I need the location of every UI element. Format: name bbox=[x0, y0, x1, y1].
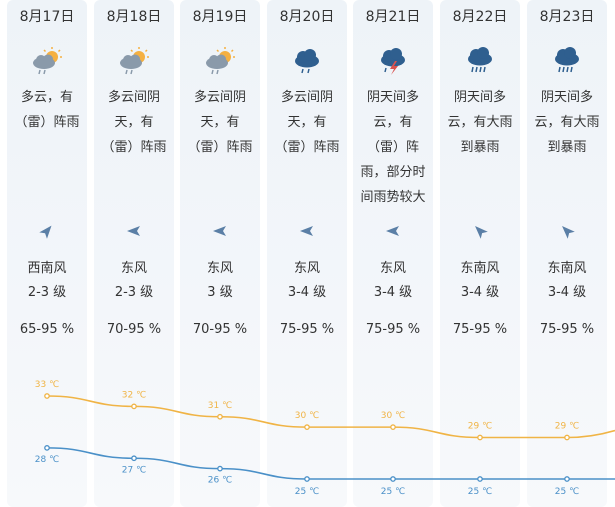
humidity: 75-95 % bbox=[539, 322, 595, 337]
humidity: 75-95 % bbox=[279, 322, 335, 337]
wind-level: 3 级 bbox=[207, 285, 233, 300]
humidity: 70-95 % bbox=[106, 322, 162, 337]
weather-description: 阴天间多云，有 （雷）阵雨，部分时间雨势较大 bbox=[353, 85, 433, 210]
partly-cloudy-rain-icon bbox=[94, 46, 174, 78]
day-column: 8月22日 阴天间多云，有大雨到暴雨 东南风 3-4 级 75-95 % bbox=[440, 0, 520, 507]
wind-level: 3-4 级 bbox=[547, 285, 587, 300]
wind-level: 2-3 级 bbox=[114, 285, 154, 300]
description-line: 间雨势较大 bbox=[360, 190, 426, 205]
description-line: 多云间阴 bbox=[193, 90, 246, 105]
wind-arrow-icon bbox=[527, 222, 607, 240]
wind-level: 3-4 级 bbox=[373, 285, 413, 300]
description-line: 多云间阴 bbox=[107, 90, 160, 105]
day-column: 8月20日 多云间阴天，有 （雷）阵雨 东风 3-4 级 75-95 % bbox=[267, 0, 347, 507]
humidity: 65-95 % bbox=[19, 322, 75, 337]
humidity: 70-95 % bbox=[192, 322, 248, 337]
wind-arrow-icon bbox=[94, 222, 174, 240]
weather-description: 阴天间多云，有大雨到暴雨 bbox=[440, 85, 520, 160]
wind-direction: 东风 bbox=[120, 261, 147, 276]
wind-level: 3-4 级 bbox=[287, 285, 327, 300]
day-date: 8月22日 bbox=[452, 9, 508, 25]
humidity: 75-95 % bbox=[452, 322, 508, 337]
wind-direction: 东风 bbox=[206, 261, 233, 276]
day-column: 8月19日 多云间阴天，有 （雷）阵雨 东风 3 级 70-95 % bbox=[180, 0, 260, 507]
wind-arrow-icon bbox=[440, 222, 520, 240]
partly-cloudy-rain-icon bbox=[180, 46, 260, 78]
day-column: 8月23日 阴天间多云，有大雨到暴雨 东南风 3-4 级 75-95 % bbox=[527, 0, 607, 507]
wind-arrow-icon bbox=[7, 222, 87, 240]
cloud-rain-icon bbox=[267, 46, 347, 78]
day-column: 8月21日 阴天间多云，有 （雷）阵雨，部分时间雨势较大 东风 3-4 级 75-95… bbox=[353, 0, 433, 507]
day-date: 8月20日 bbox=[279, 9, 335, 25]
day-column: 8月17日 多云，有 （雷）阵雨 西南风 2-3 级 65-95 % bbox=[7, 0, 87, 507]
day-date: 8月23日 bbox=[539, 9, 595, 25]
description-line: 天，有 bbox=[114, 115, 154, 130]
day-date: 8月17日 bbox=[19, 9, 75, 25]
description-line: （雷）阵雨 bbox=[14, 115, 80, 130]
wind-level: 3-4 级 bbox=[460, 285, 500, 300]
heavy-rain-icon bbox=[440, 46, 520, 78]
description-line: 天，有 bbox=[200, 115, 240, 130]
description-line: （雷）阵雨 bbox=[187, 140, 253, 155]
description-line: 多云，有 bbox=[20, 90, 73, 105]
weather-description: 多云，有 （雷）阵雨 bbox=[7, 85, 87, 135]
description-line: （雷）阵 bbox=[366, 140, 419, 155]
description-line: 多云间阴 bbox=[280, 90, 333, 105]
description-line: 阴天间多 bbox=[366, 90, 419, 105]
description-line: 天，有 bbox=[287, 115, 327, 130]
description-line: 雨，部分时 bbox=[360, 165, 426, 180]
weather-description: 多云间阴天，有 （雷）阵雨 bbox=[94, 85, 174, 160]
wind-level: 2-3 级 bbox=[27, 285, 67, 300]
weather-description: 多云间阴天，有 （雷）阵雨 bbox=[180, 85, 260, 160]
wind-arrow-icon bbox=[353, 222, 433, 240]
description-line: （雷）阵雨 bbox=[274, 140, 340, 155]
wind-direction: 东南风 bbox=[547, 261, 587, 276]
day-column: 8月18日 多云间阴天，有 （雷）阵雨 东风 2-3 级 70-95 % bbox=[94, 0, 174, 507]
description-line: （雷）阵雨 bbox=[101, 140, 167, 155]
day-date: 8月19日 bbox=[192, 9, 248, 25]
description-line: 到暴雨 bbox=[547, 140, 587, 155]
description-line: 阴天间多 bbox=[453, 90, 506, 105]
description-line: 云，有 bbox=[373, 115, 413, 130]
wind-arrow-icon bbox=[180, 222, 260, 240]
description-line: 云，有大雨 bbox=[534, 115, 600, 130]
wind-direction: 西南风 bbox=[27, 261, 67, 276]
description-line: 云，有大雨 bbox=[447, 115, 513, 130]
weather-description: 阴天间多云，有大雨到暴雨 bbox=[527, 85, 607, 160]
weather-description: 多云间阴天，有 （雷）阵雨 bbox=[267, 85, 347, 160]
wind-arrow-icon bbox=[267, 222, 347, 240]
description-line: 到暴雨 bbox=[460, 140, 500, 155]
wind-direction: 东风 bbox=[293, 261, 320, 276]
description-line: 阴天间多 bbox=[540, 90, 593, 105]
day-date: 8月21日 bbox=[365, 9, 421, 25]
wind-direction: 东南风 bbox=[460, 261, 500, 276]
humidity: 75-95 % bbox=[365, 322, 421, 337]
partly-cloudy-rain-icon bbox=[7, 46, 87, 78]
thunderstorm-icon bbox=[353, 46, 433, 78]
wind-direction: 东风 bbox=[379, 261, 406, 276]
heavy-rain-icon bbox=[527, 46, 607, 78]
day-date: 8月18日 bbox=[106, 9, 162, 25]
